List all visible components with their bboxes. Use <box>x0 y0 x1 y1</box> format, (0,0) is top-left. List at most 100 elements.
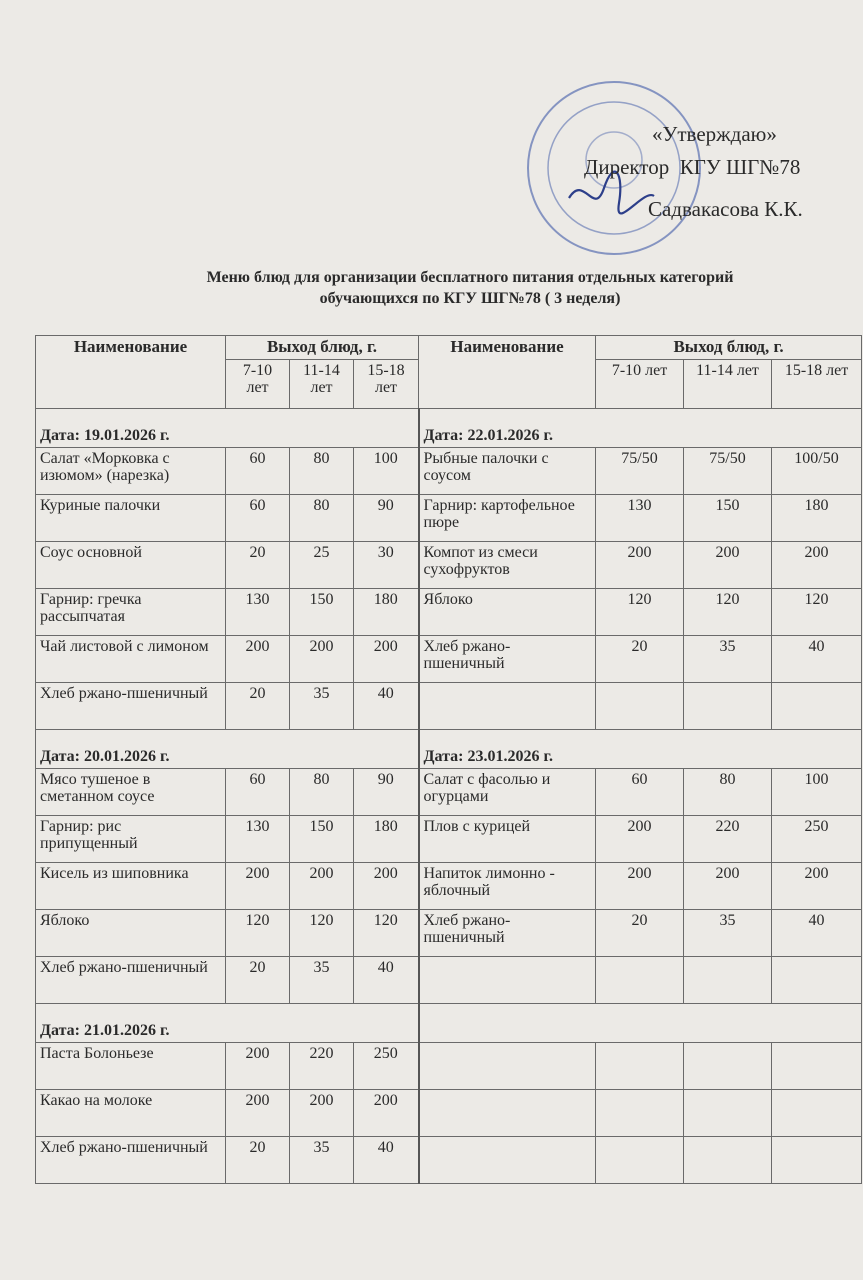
portion: 130 <box>595 493 685 542</box>
header-age: 15-18 лет <box>771 358 863 409</box>
dish-name: Напиток лимонно - яблочный <box>417 861 597 910</box>
header-age: 11-14 лет <box>683 358 773 409</box>
date: Дата: 21.01.2026 г. <box>34 1003 420 1043</box>
portion: 60 <box>225 767 290 816</box>
portion: 150 <box>289 587 354 636</box>
dish-name <box>417 1088 597 1137</box>
item-row: Хлеб ржано-пшеничный 20 35 40 <box>35 681 863 730</box>
header-name: Наименование <box>418 335 597 409</box>
date-row: Дата: 19.01.2026 г. Дата: 22.01.2026 г. <box>34 408 863 448</box>
portion: 200 <box>595 814 685 863</box>
portion: 100/50 <box>771 446 863 495</box>
dish-name: Гарнир: рис припущенный <box>35 814 226 863</box>
menu-table: Наименование Выход блюд, г. Наименование… <box>34 335 863 1184</box>
portion <box>595 1135 685 1184</box>
portion: 100 <box>352 446 420 495</box>
dish-name <box>417 1041 597 1090</box>
date-row: Дата: 20.01.2026 г. Дата: 23.01.2026 г. <box>34 729 863 769</box>
portion: 40 <box>352 681 420 730</box>
portion: 200 <box>289 861 354 910</box>
item-row: Соус основной 20 25 30 Компот из смеси сухоф… <box>35 540 863 589</box>
header-age: 7-10 лет <box>595 358 685 409</box>
portion: 200 <box>771 861 863 910</box>
dish-name: Компот из смеси сухофруктов <box>417 540 597 589</box>
portion: 80 <box>683 767 773 816</box>
portion <box>683 1041 773 1090</box>
dish-name: Хлеб ржано-пшеничный <box>35 1135 226 1184</box>
portion: 200 <box>289 634 354 683</box>
dish-name: Рыбные палочки с соусом <box>417 446 597 495</box>
portion: 200 <box>352 861 420 910</box>
portion: 200 <box>225 634 290 683</box>
portion: 40 <box>771 908 863 957</box>
portion: 40 <box>352 1135 420 1184</box>
portion <box>771 1041 863 1090</box>
item-row: Какао на молоке 200 200 200 <box>35 1088 863 1137</box>
portion: 200 <box>771 540 863 589</box>
portion: 75/50 <box>595 446 685 495</box>
portion: 35 <box>683 634 773 683</box>
portion: 200 <box>683 540 773 589</box>
portion: 90 <box>352 767 420 816</box>
portion: 220 <box>683 814 773 863</box>
portion: 250 <box>771 814 863 863</box>
dish-name: Мясо тушеное в сметанном соусе <box>35 767 226 816</box>
portion: 130 <box>225 814 290 863</box>
header-age: 7-10 лет <box>225 358 290 409</box>
portion: 20 <box>595 908 685 957</box>
portion: 35 <box>289 1135 354 1184</box>
dish-name: Гарнир: гречка рассыпчатая <box>35 587 226 636</box>
approval: «Утверждаю» Директор КГУ ШГ№78 Садвакасо… <box>560 118 860 226</box>
dish-name: Яблоко <box>417 587 597 636</box>
dish-name <box>417 681 597 730</box>
portion <box>771 1135 863 1184</box>
date <box>417 1003 863 1043</box>
dish-name: Хлеб ржано-пшеничный <box>417 634 597 683</box>
date-row: Дата: 21.01.2026 г. <box>34 1003 863 1043</box>
dish-name: Какао на молоке <box>35 1088 226 1137</box>
item-row: Гарнир: гречка рассыпчатая 130 150 180 Яблок… <box>35 587 863 636</box>
item-row: Хлеб ржано-пшеничный 20 35 40 <box>35 1135 863 1184</box>
item-row: Яблоко 120 120 120 Хлеб ржано-пшеничный 20 35 4… <box>35 908 863 957</box>
portion <box>595 1041 685 1090</box>
table-body: Дата: 19.01.2026 г. Дата: 22.01.2026 г. Са… <box>34 408 863 1184</box>
portion: 60 <box>225 493 290 542</box>
dish-name <box>417 955 597 1004</box>
portion: 35 <box>683 908 773 957</box>
portion: 120 <box>771 587 863 636</box>
portion: 150 <box>683 493 773 542</box>
portion: 35 <box>289 955 354 1004</box>
portion: 40 <box>771 634 863 683</box>
portion: 75/50 <box>683 446 773 495</box>
dish-name: Соус основной <box>35 540 226 589</box>
portion: 100 <box>771 767 863 816</box>
approval-line: «Утверждаю» <box>652 122 777 146</box>
portion: 20 <box>225 681 290 730</box>
title-line: Меню блюд для организации бесплатного пи… <box>206 269 734 286</box>
portion: 200 <box>225 861 290 910</box>
portion <box>683 1088 773 1137</box>
portion: 120 <box>225 908 290 957</box>
header-output: Выход блюд, г. <box>224 335 420 360</box>
item-row: Гарнир: рис припущенный 130 150 180 Плов с к… <box>35 814 863 863</box>
portion: 180 <box>352 814 420 863</box>
portion: 220 <box>289 1041 354 1090</box>
dish-name: Гарнир: картофельное пюре <box>417 493 597 542</box>
item-row: Мясо тушеное в сметанном соусе 60 80 90 Сала… <box>35 767 863 816</box>
portion <box>771 955 863 1004</box>
portion: 150 <box>289 814 354 863</box>
portion: 200 <box>595 861 685 910</box>
date: Дата: 20.01.2026 г. <box>34 729 420 769</box>
portion: 120 <box>352 908 420 957</box>
portion: 200 <box>225 1041 290 1090</box>
portion: 30 <box>352 540 420 589</box>
portion: 80 <box>289 767 354 816</box>
portion <box>595 955 685 1004</box>
portion: 40 <box>352 955 420 1004</box>
portion: 25 <box>289 540 354 589</box>
dish-name: Кисель из шиповника <box>35 861 226 910</box>
portion: 200 <box>595 540 685 589</box>
dish-name: Чай листовой с лимоном <box>35 634 226 683</box>
portion <box>595 681 685 730</box>
header-age: 15-18 лет <box>352 358 420 409</box>
